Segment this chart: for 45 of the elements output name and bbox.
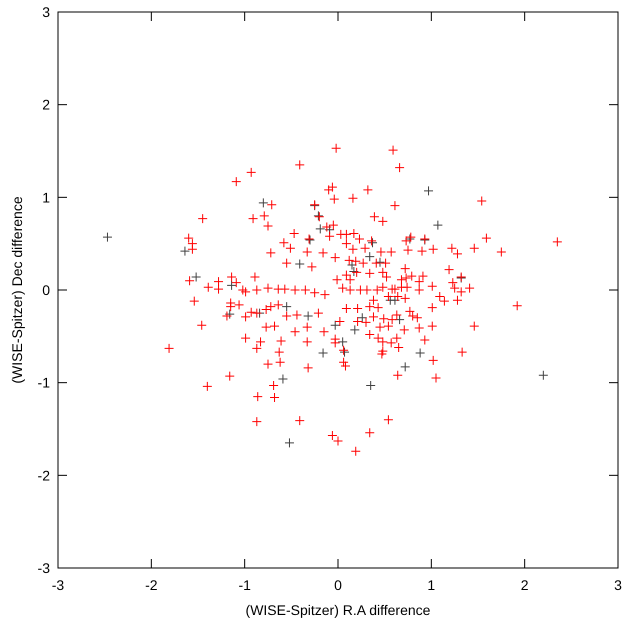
y-tick-label: 0 <box>42 282 50 298</box>
x-tick-label: 2 <box>520 577 529 593</box>
point <box>294 259 305 270</box>
point <box>394 314 405 325</box>
y-axis-title: (WISE-Spitzer) Dec difference <box>9 196 25 384</box>
point <box>330 320 340 330</box>
point <box>258 198 268 208</box>
point <box>180 246 190 256</box>
point <box>338 336 348 347</box>
point <box>366 380 376 390</box>
x-tick-label: -1 <box>238 577 252 593</box>
x-axis-title: (WISE-Spitzer) R.A difference <box>246 602 431 618</box>
point <box>348 266 359 276</box>
point <box>191 272 202 282</box>
point <box>357 312 368 323</box>
point <box>385 295 396 306</box>
point <box>284 438 294 448</box>
point <box>318 348 328 358</box>
point <box>432 220 443 230</box>
x-tick-label: 3 <box>614 577 622 593</box>
y-tick-label: 2 <box>42 96 50 113</box>
y-tick-label: -1 <box>38 374 50 391</box>
x-tick-label: 0 <box>334 577 342 593</box>
point <box>226 280 237 290</box>
point <box>278 374 288 384</box>
point <box>375 257 385 268</box>
x-tick-label: -2 <box>145 577 158 593</box>
point <box>282 302 292 312</box>
y-tick-label: 1 <box>42 189 50 206</box>
point <box>102 232 112 242</box>
point <box>347 260 357 270</box>
y-tick-label: -2 <box>38 467 50 484</box>
y-tick-label: 3 <box>42 4 50 20</box>
point <box>415 348 426 358</box>
point <box>350 324 360 335</box>
point <box>538 370 548 380</box>
point <box>224 309 235 320</box>
point <box>315 224 326 234</box>
point <box>364 252 375 262</box>
x-tick-label: 1 <box>427 577 436 593</box>
point <box>400 362 410 372</box>
point <box>324 224 335 235</box>
point <box>303 310 314 321</box>
point <box>424 186 434 196</box>
y-tick-label: -3 <box>38 560 50 576</box>
